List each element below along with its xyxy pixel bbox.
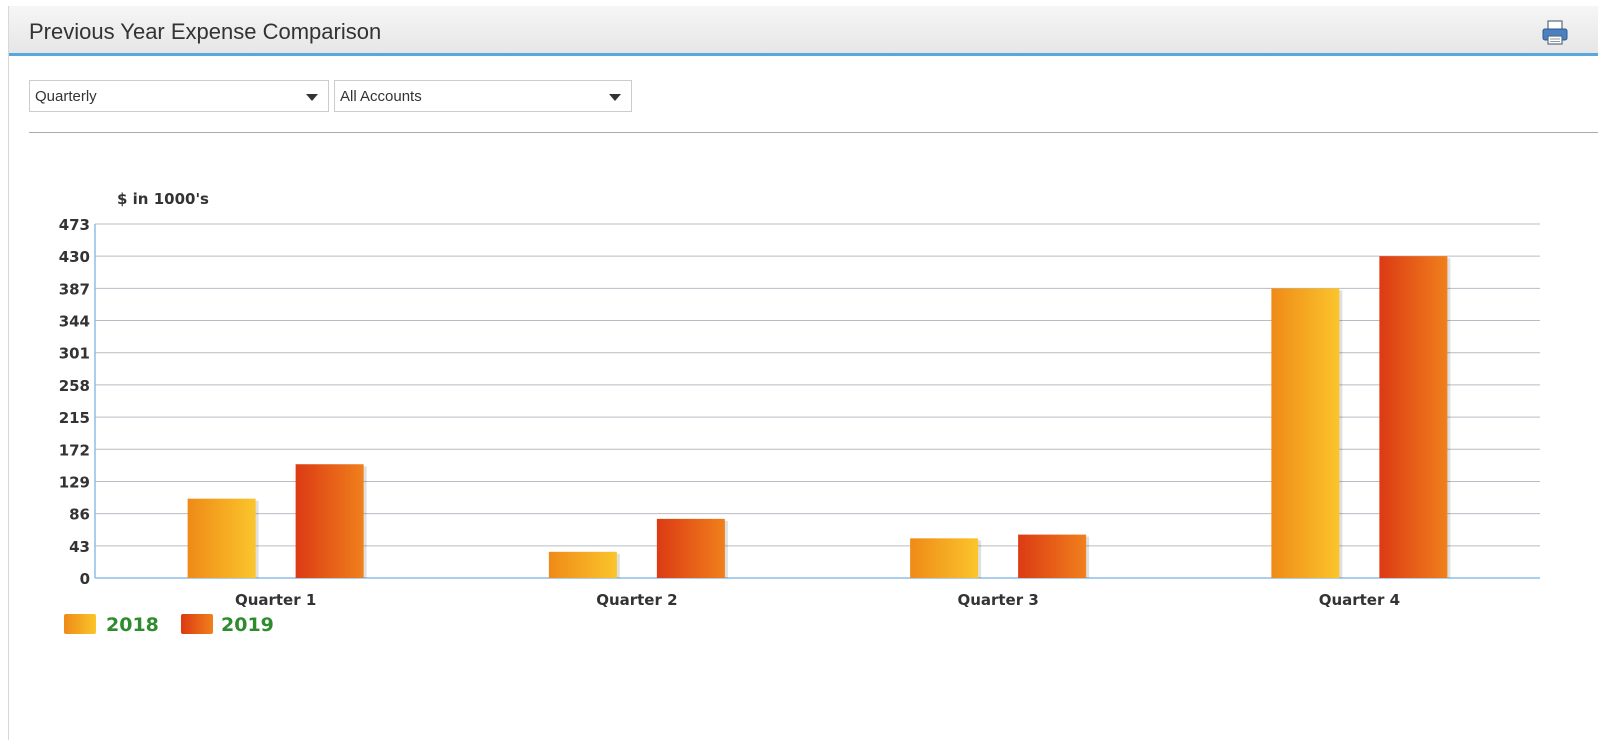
bar-2018-quarter-2[interactable] bbox=[548, 551, 617, 578]
accounts-select-value: All Accounts bbox=[340, 88, 422, 105]
y-tick-label: 43 bbox=[69, 538, 90, 556]
x-tick-label: Quarter 3 bbox=[957, 591, 1038, 609]
y-tick-label: 430 bbox=[59, 248, 90, 266]
accounts-select[interactable]: All Accounts bbox=[334, 80, 632, 112]
divider bbox=[29, 132, 1598, 133]
bar-2019-quarter-2[interactable] bbox=[656, 518, 725, 578]
legend-swatch-2018 bbox=[64, 614, 96, 634]
y-tick-label: 215 bbox=[59, 409, 90, 427]
chevron-down-icon bbox=[609, 94, 621, 101]
x-tick-label: Quarter 4 bbox=[1319, 591, 1400, 609]
printer-icon[interactable] bbox=[1541, 20, 1569, 46]
y-axis-label: $ in 1000's bbox=[117, 190, 209, 208]
y-tick-label: 473 bbox=[59, 216, 90, 234]
y-tick-label: 86 bbox=[69, 506, 90, 524]
period-select[interactable]: Quarterly bbox=[29, 80, 329, 112]
bar-2019-quarter-4[interactable] bbox=[1379, 256, 1448, 578]
y-tick-label: 301 bbox=[59, 345, 90, 363]
panel-header: Previous Year Expense Comparison bbox=[9, 6, 1598, 56]
x-tick-label: Quarter 2 bbox=[596, 591, 677, 609]
y-tick-label: 258 bbox=[59, 377, 90, 395]
bar-2018-quarter-1[interactable] bbox=[187, 498, 256, 578]
y-tick-label: 129 bbox=[59, 473, 90, 491]
period-select-value: Quarterly bbox=[35, 88, 97, 105]
legend-swatch-2019 bbox=[181, 614, 213, 634]
y-tick-label: 344 bbox=[59, 313, 90, 331]
panel-title: Previous Year Expense Comparison bbox=[29, 19, 382, 44]
chevron-down-icon bbox=[306, 94, 318, 101]
legend-label-2018: 2018 bbox=[106, 614, 159, 636]
bar-2018-quarter-4[interactable] bbox=[1271, 288, 1340, 578]
bar-2019-quarter-1[interactable] bbox=[295, 464, 364, 578]
bar-2018-quarter-3[interactable] bbox=[910, 538, 979, 578]
bar-2019-quarter-3[interactable] bbox=[1018, 534, 1087, 578]
legend-label-2019: 2019 bbox=[221, 614, 274, 636]
x-tick-label: Quarter 1 bbox=[235, 591, 316, 609]
y-tick-label: 387 bbox=[59, 280, 90, 298]
y-tick-label: 0 bbox=[80, 570, 90, 588]
y-tick-label: 172 bbox=[59, 441, 90, 459]
